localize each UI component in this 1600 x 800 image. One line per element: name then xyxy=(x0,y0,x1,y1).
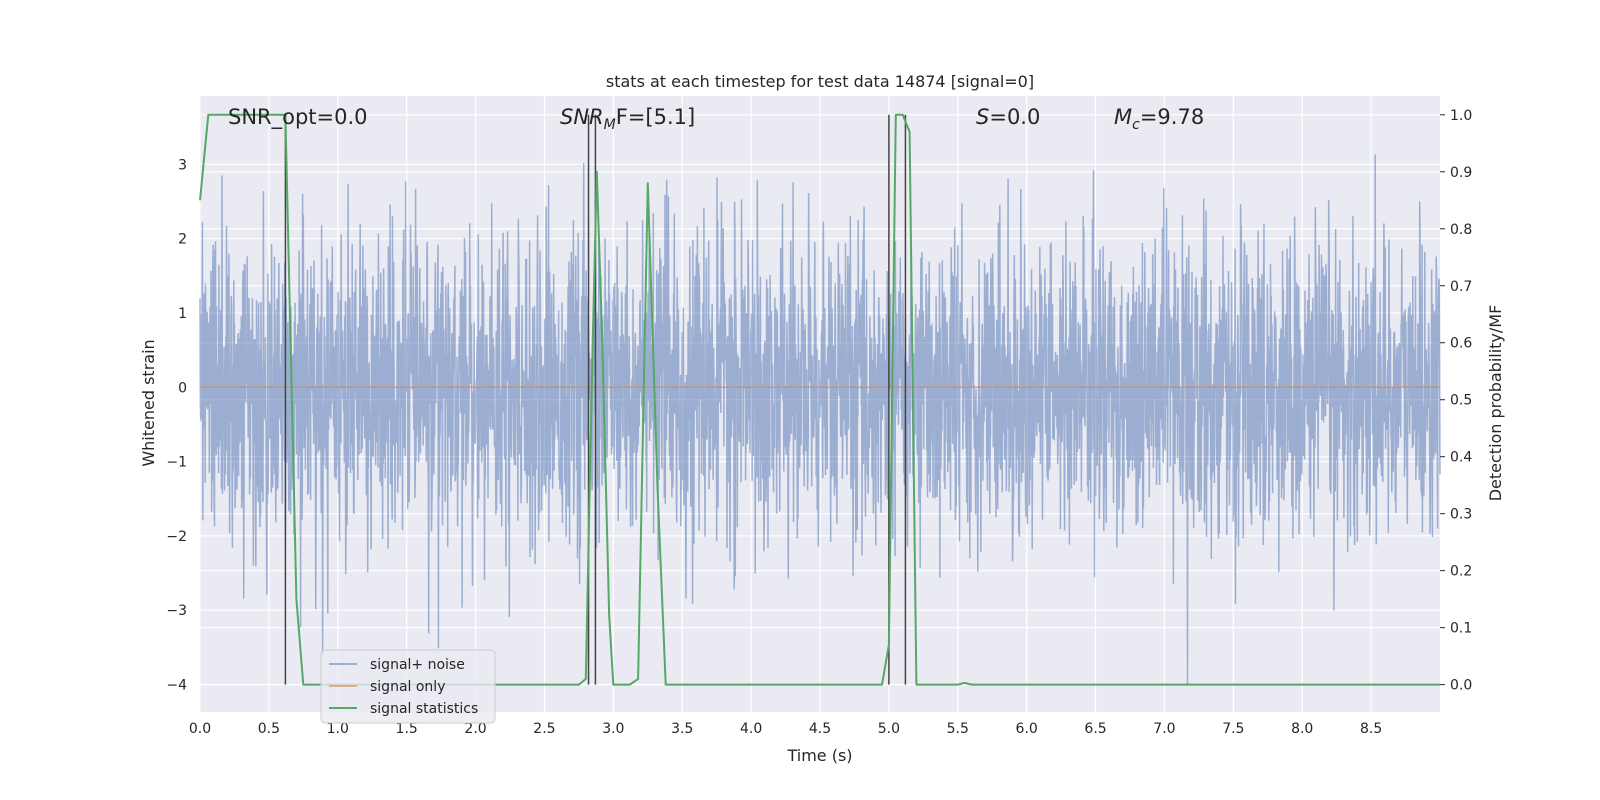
y-right-tick-label: 0.8 xyxy=(1450,222,1472,238)
x-tick-label: 0.5 xyxy=(258,721,280,737)
annotation-s: S=0.0 xyxy=(976,105,1040,129)
y-tick-label: −2 xyxy=(166,529,187,545)
x-tick-label: 3.0 xyxy=(602,721,624,737)
x-tick-label: 0.0 xyxy=(189,721,211,737)
signal-noise-series xyxy=(199,154,1441,685)
legend: signal+ noise signal only signal statist… xyxy=(320,649,496,724)
y-tick-label: 0 xyxy=(178,380,187,396)
legend-box xyxy=(320,649,496,724)
y-right-axis-label: Detection probability/MF xyxy=(1486,305,1505,502)
annotation-mc-main: M xyxy=(1114,105,1132,129)
x-tick-label: 5.5 xyxy=(947,721,969,737)
y-tick-label: 2 xyxy=(178,232,187,248)
x-tick-label: 4.0 xyxy=(740,721,762,737)
y-tick-label: 3 xyxy=(178,157,187,173)
x-axis-ticks: 0.0 0.5 1.0 1.5 2.0 2.5 3.0 3.5 4.0 4.5 5.0 5.5 6.0 6… xyxy=(189,721,1382,737)
x-tick-label: 7.0 xyxy=(1153,721,1175,737)
annotation-snr-mf: SNRMF=[5.1] xyxy=(560,105,695,133)
x-tick-label: 6.5 xyxy=(1084,721,1106,737)
annotation-snr-mf-main: SNR xyxy=(560,105,604,129)
annotation-snr-mf-rest: F=[5.1] xyxy=(616,105,695,129)
x-tick-label: 1.0 xyxy=(327,721,349,737)
y-right-tick-label: 1.0 xyxy=(1450,108,1472,124)
y-right-tick-label: 0.4 xyxy=(1450,450,1472,466)
x-tick-label: 7.5 xyxy=(1222,721,1244,737)
annotations: SNR_opt=0.0 SNRMF=[5.1] S=0.0 Mc=9.78 xyxy=(228,105,1204,133)
x-axis-label: Time (s) xyxy=(786,746,852,765)
legend-label-signal-only: signal only xyxy=(370,679,445,695)
signal-statistics-series xyxy=(199,113,1440,686)
signal-statistics-layer xyxy=(199,113,1440,686)
y-right-axis-ticks: 0.0 0.1 0.2 0.3 0.4 0.5 0.6 0.7 0.8 0.9 1.0 xyxy=(1440,108,1472,694)
y-right-tick-label: 0.0 xyxy=(1450,678,1472,694)
x-tick-label: 4.5 xyxy=(809,721,831,737)
y-right-tick-label: 0.7 xyxy=(1450,279,1472,295)
y-right-tick-label: 0.5 xyxy=(1450,393,1472,409)
y-right-tick-label: 0.1 xyxy=(1450,621,1472,637)
annotation-mc-sub: c xyxy=(1132,117,1140,133)
y-tick-label: −3 xyxy=(166,603,187,619)
x-tick-label: 6.0 xyxy=(1016,721,1038,737)
legend-label-signal-noise: signal+ noise xyxy=(370,657,465,673)
y-right-tick-label: 0.2 xyxy=(1450,564,1472,580)
y-tick-label: −1 xyxy=(166,455,187,471)
annotation-s-rest: =0.0 xyxy=(989,105,1040,129)
annotation-mc: Mc=9.78 xyxy=(1114,105,1204,133)
x-tick-label: 2.0 xyxy=(464,721,486,737)
y-right-tick-label: 0.3 xyxy=(1450,507,1472,523)
annotation-mc-rest: =9.78 xyxy=(1140,105,1204,129)
y-tick-label: −4 xyxy=(166,678,187,694)
legend-label-signal-statistics: signal statistics xyxy=(370,701,478,717)
y-axis-ticks: −4 −3 −2 −1 0 1 2 3 xyxy=(166,157,187,693)
annotation-s-main: S xyxy=(976,105,989,129)
x-tick-label: 8.5 xyxy=(1360,721,1382,737)
x-tick-label: 8.0 xyxy=(1291,721,1313,737)
y-axis-label: Whitened strain xyxy=(139,339,158,466)
chart-title: stats at each timestep for test data 148… xyxy=(606,72,1034,91)
x-tick-label: 5.0 xyxy=(878,721,900,737)
x-tick-label: 2.5 xyxy=(533,721,555,737)
annotation-snr-mf-sub: M xyxy=(604,117,616,133)
y-right-tick-label: 0.6 xyxy=(1450,336,1472,352)
annotation-snr-opt: SNR_opt=0.0 xyxy=(228,105,368,130)
data-layer xyxy=(199,154,1441,685)
x-tick-label: 1.5 xyxy=(396,721,418,737)
y-tick-label: 1 xyxy=(178,306,187,322)
y-right-tick-label: 0.9 xyxy=(1450,165,1472,181)
x-tick-label: 3.5 xyxy=(671,721,693,737)
